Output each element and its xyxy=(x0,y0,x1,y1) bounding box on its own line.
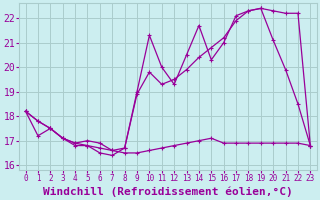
X-axis label: Windchill (Refroidissement éolien,°C): Windchill (Refroidissement éolien,°C) xyxy=(43,186,293,197)
